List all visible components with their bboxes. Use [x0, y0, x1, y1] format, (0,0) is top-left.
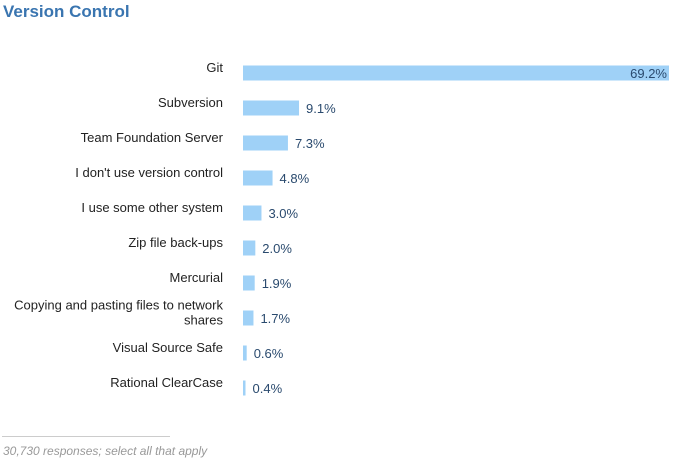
category-label-8: Visual Source Safe — [113, 340, 223, 355]
category-label-0: Git — [206, 60, 223, 75]
category-label-line: Zip file back-ups — [128, 235, 223, 250]
category-label-6: Mercurial — [170, 270, 224, 285]
bar-9 — [243, 380, 246, 396]
bar-4 — [243, 205, 262, 221]
footnote: 30,730 responses; select all that apply — [3, 444, 208, 458]
category-label-5: Zip file back-ups — [128, 235, 223, 250]
chart-title: Version Control — [3, 2, 130, 21]
bar-7 — [243, 310, 254, 326]
value-label-7: 1.7% — [260, 311, 290, 326]
value-label-1: 9.1% — [306, 101, 336, 116]
bar-2 — [243, 135, 288, 151]
value-label-6: 1.9% — [262, 276, 292, 291]
category-label-line: I don't use version control — [75, 165, 223, 180]
bar-6 — [243, 275, 255, 291]
bar-5 — [243, 240, 256, 256]
value-label-4: 3.0% — [268, 206, 298, 221]
category-label-1: Subversion — [158, 95, 223, 110]
category-label-line: Visual Source Safe — [113, 340, 223, 355]
category-label-line: Git — [206, 60, 223, 75]
category-label-9: Rational ClearCase — [110, 375, 223, 390]
value-label-2: 7.3% — [295, 136, 325, 151]
category-label-7: Copying and pasting files to network shar… — [14, 298, 223, 328]
category-label-line: I use some other system — [81, 200, 223, 215]
value-label-9: 0.4% — [253, 381, 283, 396]
category-label-2: Team Foundation Server — [81, 130, 224, 145]
value-label-3: 4.8% — [280, 171, 310, 186]
category-label-line: Mercurial — [170, 270, 224, 285]
bar-chart: Git 69.2% Subversion 9.1% Team Foundation Se… — [14, 60, 669, 396]
bar-3 — [243, 170, 273, 186]
category-label-line: shares — [184, 313, 224, 328]
value-label-8: 0.6% — [254, 346, 284, 361]
bar-1 — [243, 100, 300, 116]
category-label-4: I use some other system — [81, 200, 223, 215]
category-label-line: Copying and pasting files to network — [14, 298, 223, 313]
category-label-line: Subversion — [158, 95, 223, 110]
bar-0 — [243, 65, 669, 81]
value-label-5: 2.0% — [262, 241, 292, 256]
bar-8 — [243, 345, 247, 361]
footnote-divider — [2, 436, 170, 437]
category-label-line: Rational ClearCase — [110, 375, 223, 390]
value-label-0: 69.2% — [630, 66, 667, 81]
category-label-3: I don't use version control — [75, 165, 223, 180]
category-label-line: Team Foundation Server — [81, 130, 224, 145]
